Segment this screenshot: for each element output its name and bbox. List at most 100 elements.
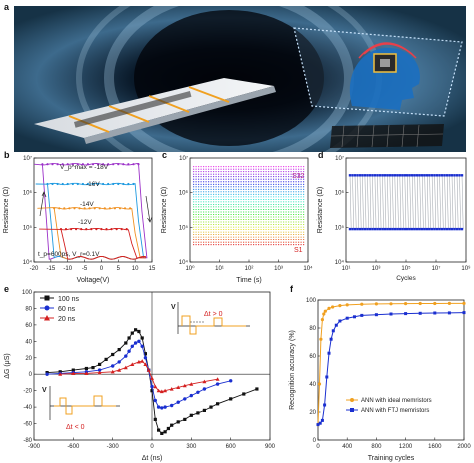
chart-b-point (73, 207, 76, 210)
chart-d-high-point (401, 174, 404, 177)
chart-d-ytick-label: 10⁴ (335, 259, 345, 266)
chart-d-low-point (381, 227, 384, 231)
chart-b-xtick-label: 15 (149, 266, 156, 272)
chart-e-point (123, 365, 128, 370)
chart-e-point (229, 379, 233, 383)
chart-d-transition (441, 175, 444, 230)
chart-f-ytick-label: 20 (309, 410, 316, 416)
chart-d-transition (392, 175, 394, 230)
chart-e-point (150, 384, 154, 389)
chart-f-point (374, 302, 378, 306)
chart-e-line-20ns (60, 360, 218, 392)
chart-e-ytick-label: 80 (25, 306, 32, 312)
chart-f-xtick-label: 800 (371, 444, 382, 450)
chart-e-point (163, 430, 167, 434)
chart-b-xtick-label: -10 (63, 266, 72, 272)
chart-e-series (45, 328, 259, 435)
chart-e-point (156, 388, 161, 393)
chart-c-annotation-top: S32 (292, 173, 305, 180)
chart-b-point (125, 228, 128, 231)
chart-e-point (110, 369, 115, 374)
chart-d-low-point (450, 227, 454, 231)
chart-b-ylabel: Resistance (Ω) (3, 187, 10, 233)
chart-e-ytick-label: -80 (23, 438, 32, 444)
chart-e-xtick-label: -600 (67, 444, 80, 450)
chart-d-low-point (413, 227, 416, 231)
chart-f-point (447, 311, 451, 315)
chart-d-low-point (371, 227, 374, 231)
chart-f-point (323, 403, 327, 407)
chart-f-point (389, 302, 393, 306)
chart-b-arrowhead-right (147, 216, 153, 223)
chart-d-transition (429, 175, 432, 230)
chart-d-low-point (373, 227, 377, 231)
chart-e: -900 -600 -300 0 300 600 900 -80 -60 -40 -20 0 20 40 6… (4, 290, 276, 462)
chart-f-xtick-label: 400 (342, 444, 353, 450)
chart-b-point (103, 207, 106, 210)
chart-d-xtick-label: 10⁹ (461, 265, 471, 272)
chart-b-point (137, 163, 140, 166)
chart-e-point (170, 423, 174, 427)
chart-f-point (389, 312, 393, 316)
chart-b-point (122, 182, 125, 186)
chart-d-transition (382, 175, 384, 230)
chart-e-point (97, 370, 102, 375)
chart-d-high-point (440, 174, 444, 177)
chart-e-point (111, 352, 115, 357)
chart-f-point (320, 318, 324, 322)
chart-b-series (33, 163, 153, 260)
chart-c-annotation-bottom: S1 (294, 247, 303, 254)
chart-d-transition (436, 175, 439, 230)
chart-f-ytick-label: 0 (313, 438, 317, 444)
chart-f-series (316, 301, 466, 427)
chart-d-high-point (423, 174, 426, 177)
chart-f: 0 400 800 1200 1600 2000 0 20 40 60 80 100 ANN with… (289, 298, 471, 462)
chart-f-point (353, 315, 356, 319)
chart-b-point (80, 228, 83, 231)
inset-dt-positive: V Δt > 0 (171, 302, 250, 335)
chart-c-xtick-label: 10⁰ (185, 265, 195, 272)
chart-c: 10⁰ 10¹ 10² 10³ 10⁴ 10⁴ 10⁵ 10⁶ 10⁷ S32 S1 Time … (161, 155, 313, 284)
chart-d-low-point (421, 227, 424, 231)
chart-d-transition (379, 175, 382, 230)
chart-d-low-point (435, 227, 439, 231)
chart-f-point (327, 351, 331, 355)
chart-d-high-point (373, 174, 377, 177)
chart-b-ytick-label: 10⁶ (23, 190, 33, 197)
chart-f-xlabel: Training cycles (368, 455, 415, 462)
chart-d-low-point (388, 227, 391, 231)
chart-f-point (462, 301, 466, 305)
chart-d-low-point (391, 227, 394, 231)
chart-b-point (107, 163, 110, 166)
chart-c-axes: 10⁰ 10¹ 10² 10³ 10⁴ 10⁴ 10⁵ 10⁶ 10⁷ (179, 155, 313, 272)
chart-b-point (93, 207, 96, 210)
legend-100ns: 100 ns (58, 296, 80, 303)
chart-d-low-point (361, 227, 364, 231)
chart-b-point (78, 207, 81, 210)
chart-b-point (86, 182, 89, 186)
chart-d-low-point (418, 227, 421, 231)
chart-f-point (323, 309, 327, 313)
chart-b-xtick-label: 5 (117, 266, 121, 272)
chart-e-legend: 100 ns 60 ns 20 ns (40, 295, 80, 323)
chart-b-point (107, 182, 110, 186)
chart-d-low-point (358, 227, 362, 231)
chart-d-transition (399, 175, 402, 230)
chart-e-xtick-label: -300 (107, 444, 120, 450)
chart-f-point (360, 302, 364, 306)
chart-d-high-point (358, 174, 362, 177)
chart-e-point (130, 344, 134, 348)
chart-c-xtick-label: 10⁴ (303, 265, 313, 272)
chart-d-transition (409, 175, 412, 230)
chart-b-point (115, 228, 118, 231)
chart-b-point (46, 163, 49, 166)
chart-f-point (447, 301, 451, 305)
chart-f-frame (317, 299, 465, 441)
chart-e-point (124, 341, 128, 345)
chart-b-point (59, 228, 63, 231)
chart-d-transition (461, 175, 464, 230)
chart-e-point (202, 387, 207, 391)
chart-c-ylabel: Resistance (Ω) (161, 187, 168, 233)
chart-b-point (86, 163, 89, 166)
chart-d-low-point (443, 227, 446, 231)
